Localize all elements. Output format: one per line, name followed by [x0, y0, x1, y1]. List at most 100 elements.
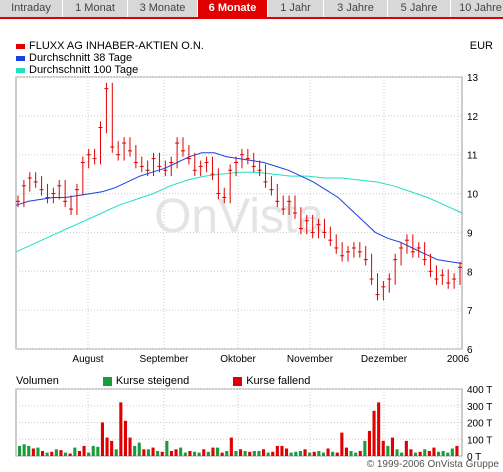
x-tick-label: Dezember — [361, 354, 408, 365]
volume-bar — [298, 451, 302, 456]
volume-bar — [225, 451, 229, 456]
tab-underline — [0, 17, 503, 19]
tab-6-monate[interactable]: 6 Monate — [198, 0, 268, 17]
currency-label: EUR — [469, 40, 493, 52]
volume-bar — [441, 451, 445, 456]
volume-bar — [96, 446, 100, 456]
vol-tick-label: 300 T — [467, 402, 492, 413]
volume-legend: Volumen Kurse steigend Kurse fallend — [16, 375, 310, 387]
volume-bar — [257, 451, 261, 456]
volume-bar — [354, 452, 358, 456]
y-tick-label: 11 — [467, 151, 478, 162]
volume-bar — [377, 402, 381, 456]
x-tick-label: November — [287, 354, 334, 365]
volume-bar — [289, 452, 293, 456]
volume-bar — [156, 451, 160, 456]
volume-bar — [414, 452, 418, 456]
tab-intraday[interactable]: Intraday — [0, 0, 63, 17]
volume-bar — [110, 440, 114, 456]
volume-bar — [151, 447, 155, 456]
tab-1-monat[interactable]: 1 Monat — [63, 0, 128, 17]
volume-bar — [367, 430, 371, 456]
volume-bar — [45, 452, 49, 456]
volume-bar — [18, 445, 22, 456]
volume-bar — [142, 449, 146, 456]
volume-bar — [312, 451, 316, 456]
vol-tick-label: 400 T — [467, 385, 492, 396]
volume-bar — [179, 447, 183, 456]
volume-bar — [404, 440, 408, 456]
volume-bar — [123, 420, 127, 456]
volume-bar — [446, 452, 450, 456]
volume-bar — [169, 451, 173, 456]
volume-bar — [183, 452, 187, 456]
tab-3-jahre[interactable]: 3 Jahre — [324, 0, 388, 17]
volume-bar — [87, 452, 91, 456]
volume-bar — [64, 452, 68, 456]
volume-bar — [395, 449, 399, 456]
volume-bar — [73, 447, 77, 456]
volume-bar — [82, 445, 86, 456]
volume-bar — [114, 449, 118, 456]
volume-bar — [206, 451, 210, 456]
volume-bar — [160, 451, 164, 456]
tab-5-jahre[interactable]: 5 Jahre — [388, 0, 451, 17]
volume-bar — [432, 447, 436, 456]
volume-bar — [91, 445, 95, 456]
volume-bar — [59, 450, 63, 456]
tab-1-jahr[interactable]: 1 Jahr — [268, 0, 324, 17]
ma100-line — [15, 171, 463, 253]
volume-bar — [248, 451, 252, 456]
rise-label: Kurse steigend — [115, 375, 190, 387]
volume-bar — [77, 451, 81, 456]
volume-bar — [450, 448, 454, 456]
legend-stock: FLUXX AG INHABER-AKTIEN O.N. — [16, 40, 204, 52]
rise-swatch — [102, 376, 112, 386]
volume-bar — [234, 451, 238, 456]
legend-ma38-label: Durchschnitt 38 Tage — [29, 52, 133, 64]
tab-3-monate[interactable]: 3 Monate — [128, 0, 198, 17]
vol-tick-label: 0 T — [467, 452, 481, 463]
volume-bar — [363, 440, 367, 456]
legend-stock-label: FLUXX AG INHABER-AKTIEN O.N. — [29, 40, 204, 52]
volume-bar — [165, 440, 169, 456]
volume-bar — [262, 449, 266, 456]
legend-ma38: Durchschnitt 38 Tage — [16, 52, 204, 64]
volume-bar — [252, 451, 256, 456]
plot-frame — [15, 76, 463, 350]
vol-tick-label: 100 T — [467, 435, 492, 446]
y-tick-label: 6 — [467, 345, 473, 356]
volume-bar — [381, 440, 385, 456]
ma38-swatch — [16, 55, 25, 61]
stock-swatch — [16, 43, 25, 49]
legend-ma100-label: Durchschnitt 100 Tage — [29, 64, 139, 76]
x-tick-label: August — [72, 354, 103, 365]
volume-bar — [294, 451, 298, 456]
fall-label: Kurse fallend — [246, 375, 311, 387]
volume-bar — [390, 437, 394, 456]
volume-bar — [133, 445, 137, 456]
y-tick-label: 9 — [467, 228, 473, 239]
volume-label: Volumen — [16, 375, 59, 387]
chart-legend: FLUXX AG INHABER-AKTIEN O.N. Durchschnit… — [16, 40, 204, 76]
volume-bar — [344, 447, 348, 456]
volume-bar — [409, 449, 413, 456]
ma100-swatch — [16, 67, 25, 73]
volume-bar — [358, 451, 362, 456]
volume-bar — [27, 445, 31, 456]
volume-bar — [331, 451, 335, 456]
volume-bar — [137, 442, 141, 456]
volume-bar — [239, 449, 243, 456]
volume-bar — [372, 410, 376, 456]
tab-10-jahre[interactable]: 10 Jahre — [451, 0, 503, 17]
volume-bar — [335, 452, 339, 456]
volume-bar — [188, 451, 192, 456]
volume-bar — [280, 445, 284, 456]
range-tabs: Intraday 1 Monat 3 Monate 6 Monate 1 Jahr 3 J… — [0, 0, 503, 19]
volume-bar — [197, 452, 201, 456]
y-tick-label: 10 — [467, 190, 479, 201]
y-tick-label: 12 — [467, 112, 479, 123]
volume-bar — [386, 445, 390, 456]
volume-bar — [41, 451, 45, 456]
